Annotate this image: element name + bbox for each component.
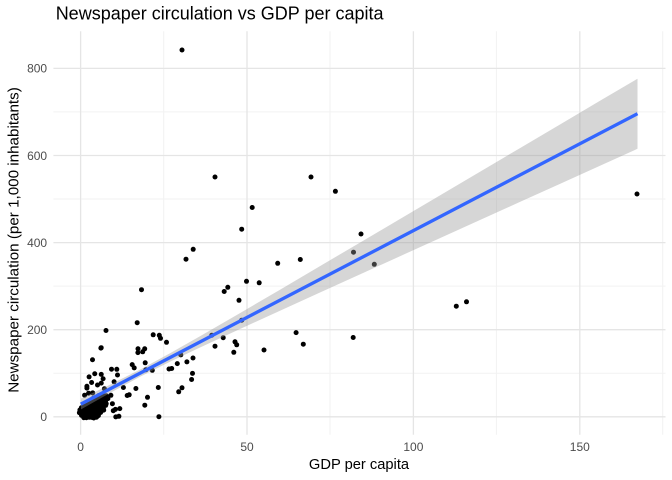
svg-text:Newspaper circulation (per 1,0: Newspaper circulation (per 1,000 inhabit… xyxy=(6,87,23,393)
svg-text:50: 50 xyxy=(240,440,254,454)
svg-text:Newspaper circulation vs GDP p: Newspaper circulation vs GDP per capita xyxy=(56,3,385,23)
svg-text:200: 200 xyxy=(27,323,47,337)
svg-text:400: 400 xyxy=(27,236,47,250)
svg-text:0: 0 xyxy=(40,410,47,424)
svg-text:600: 600 xyxy=(27,149,47,163)
svg-text:800: 800 xyxy=(27,62,47,76)
svg-text:GDP per capita: GDP per capita xyxy=(309,457,410,473)
svg-text:150: 150 xyxy=(570,440,590,454)
svg-text:0: 0 xyxy=(77,440,84,454)
svg-text:100: 100 xyxy=(403,440,423,454)
